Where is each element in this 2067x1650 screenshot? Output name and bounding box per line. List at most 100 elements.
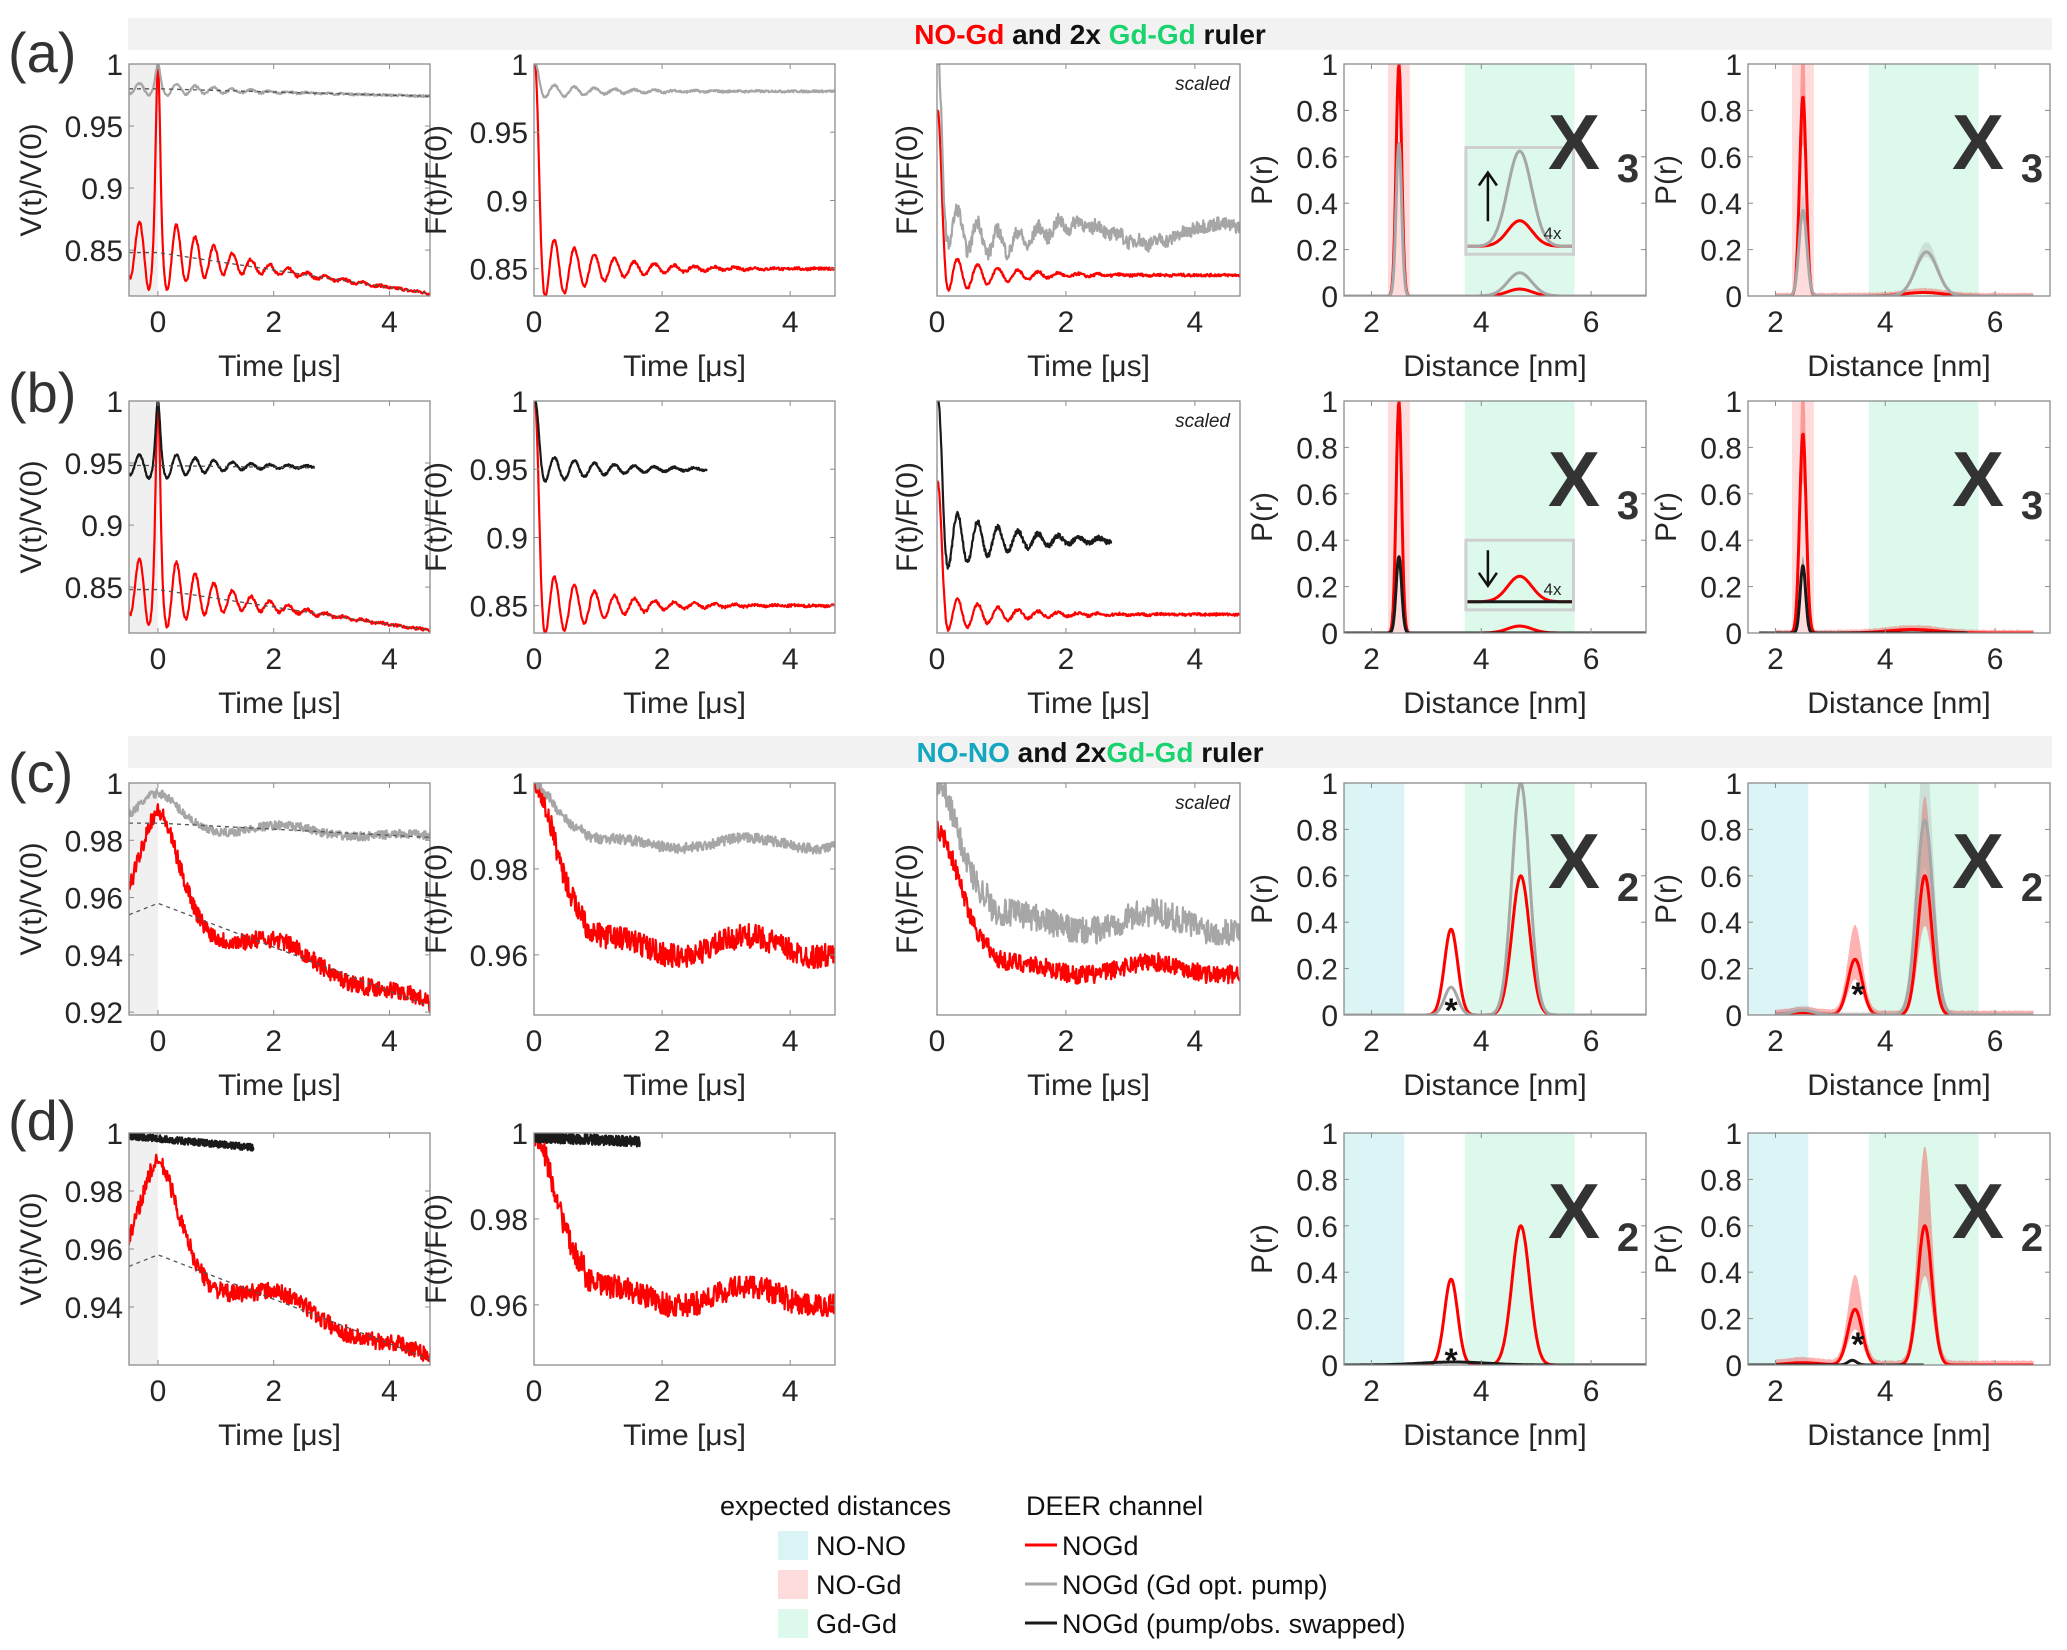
asterisk-marker: * <box>1851 1326 1865 1364</box>
axes-frame <box>936 63 1241 297</box>
multiplicity-subscript: 2 <box>2021 866 2043 910</box>
x-axis-label: Time [μs] <box>1027 350 1150 383</box>
x-tick-label: 4 <box>782 1025 799 1058</box>
x-tick-label: 2 <box>265 1375 282 1408</box>
x-tick-label: 2 <box>265 643 282 676</box>
series-line-nogd-gd-opt-pump- <box>1774 208 2035 296</box>
plot-b2: 0 2 4 0.85 0.9 0.95 1 Time [μs] F(t)/F(0) <box>420 386 836 720</box>
axes-frame <box>1747 400 2051 634</box>
legend-line-label: NOGd <box>1062 1531 1139 1561</box>
y-axis-label: V(t)/V(0) <box>15 1192 48 1305</box>
x-tick-label: 2 <box>1058 306 1075 339</box>
series-line-nogd-gd-opt-pump- <box>937 783 1240 946</box>
plot-area <box>129 783 430 1015</box>
legend-line-label: NOGd (Gd opt. pump) <box>1062 1570 1328 1600</box>
inset-zoom: 4x <box>1464 146 1576 256</box>
axes-frame <box>533 400 836 634</box>
y-tick-label: 0 <box>1321 1000 1338 1033</box>
legend-shade-title: expected distances <box>720 1491 951 1521</box>
y-tick-label: 0.96 <box>470 1290 528 1323</box>
axes-frame <box>1343 1132 1647 1366</box>
expected-distance-shade <box>1387 64 1410 296</box>
banner-title-part: Gd-Gd <box>1109 19 1196 50</box>
x-tick-label: 0 <box>526 1375 543 1408</box>
y-tick-label: 0.2 <box>1296 1304 1338 1337</box>
x-tick-label: 6 <box>1987 643 2004 676</box>
y-tick-label: 0.98 <box>65 825 123 858</box>
y-axis-label: P(r) <box>1650 492 1683 542</box>
inset-scale-factor: 4x <box>1544 224 1562 243</box>
axes-frame <box>128 400 431 634</box>
y-tick-label: 1 <box>106 768 123 801</box>
background-fit <box>129 251 430 295</box>
x-tick-label: 2 <box>654 643 671 676</box>
x-tick-label: 0 <box>150 1375 167 1408</box>
x-tick-label: 4 <box>782 643 799 676</box>
y-tick-label: 0.92 <box>65 997 123 1030</box>
y-tick-label: 0 <box>1725 1000 1742 1033</box>
plot-area <box>534 401 835 633</box>
multiplicity-subscript: 3 <box>2021 484 2043 528</box>
expected-distance-shade <box>1868 64 1979 296</box>
banner-title-part: NO-NO <box>917 737 1010 768</box>
y-tick-label: 1 <box>1321 386 1338 419</box>
y-axis-label: F(t)/F(0) <box>891 462 924 572</box>
legend: expected distances DEER channel NO-NO NO-… <box>720 1491 1406 1639</box>
y-axis-label: F(t)/F(0) <box>420 844 453 954</box>
x-tick-label: 2 <box>654 1375 671 1408</box>
y-tick-label: 1 <box>511 768 528 801</box>
x-tick-label: 4 <box>381 306 398 339</box>
y-tick-label: 0.4 <box>1296 907 1338 940</box>
axes-frame <box>1747 782 2051 1016</box>
y-tick-label: 0 <box>1725 618 1742 651</box>
series-line-nogd <box>534 1133 835 1318</box>
y-tick-label: 0.8 <box>1700 432 1742 465</box>
y-axis-label: P(r) <box>1246 155 1279 205</box>
x-tick-label: 6 <box>1583 1375 1600 1408</box>
y-tick-label: 0.96 <box>65 883 123 916</box>
x-axis-label: Time [μs] <box>623 687 746 720</box>
y-axis-label: F(t)/F(0) <box>420 1194 453 1304</box>
expected-distance-shade <box>1464 1133 1575 1365</box>
y-tick-label: 0.85 <box>65 235 123 268</box>
asterisk-marker: * <box>1444 1342 1458 1380</box>
background-fit <box>129 1254 430 1360</box>
banner-top: NO-Gd and 2x Gd-Gd ruler <box>128 18 2052 50</box>
y-axis-label: F(t)/F(0) <box>420 125 453 235</box>
series-line-nogd <box>129 401 430 633</box>
asterisk-marker: * <box>1851 976 1865 1014</box>
series-line-nogd-pump-obs-swapped- <box>129 1133 255 1152</box>
x-tick-label: 6 <box>1583 643 1600 676</box>
y-tick-label: 0.2 <box>1296 235 1338 268</box>
series-line-nogd <box>1774 432 2035 633</box>
x-tick-label: 4 <box>381 1025 398 1058</box>
x-axis-label: Time [μs] <box>623 350 746 383</box>
series-line-nogd-gd-opt-pump- <box>1774 818 2035 1015</box>
legend-line-label: NOGd (pump/obs. swapped) <box>1062 1609 1406 1639</box>
arrow-up-icon <box>1477 170 1498 222</box>
y-tick-label: 0.95 <box>65 111 123 144</box>
x-tick-label: 6 <box>1987 1025 2004 1058</box>
x-tick-label: 2 <box>654 1025 671 1058</box>
x-tick-label: 0 <box>526 643 543 676</box>
x-tick-label: 2 <box>1767 306 1784 339</box>
axes-frame <box>128 782 431 1016</box>
y-tick-label: 1 <box>511 386 528 419</box>
x-tick-label: 4 <box>1877 306 1894 339</box>
x-tick-label: 2 <box>1363 1375 1380 1408</box>
y-tick-label: 1 <box>1725 1118 1742 1151</box>
x-tick-label: 2 <box>1363 643 1380 676</box>
x-axis-label: Time [μs] <box>218 687 341 720</box>
y-axis-label: V(t)/V(0) <box>15 123 48 236</box>
plot-area <box>937 64 1240 296</box>
legend-line-title: DEER channel <box>1026 1491 1203 1521</box>
multiplicity-label: X <box>1548 1167 1600 1255</box>
x-tick-label: 0 <box>526 1025 543 1058</box>
x-tick-label: 2 <box>265 306 282 339</box>
y-tick-label: 0.8 <box>1296 1164 1338 1197</box>
expected-distance-shade <box>1344 783 1405 1015</box>
